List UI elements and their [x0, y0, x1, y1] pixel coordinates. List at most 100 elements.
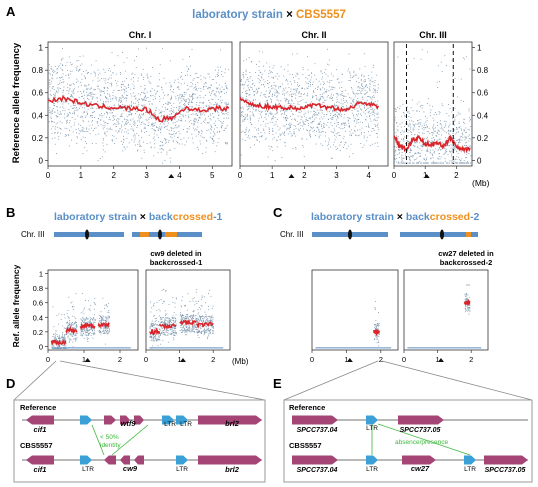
data-point [156, 302, 158, 304]
data-point [321, 103, 323, 105]
data-point [165, 102, 167, 104]
data-point [76, 69, 78, 71]
data-point [189, 86, 191, 88]
data-point [96, 96, 98, 98]
data-point [182, 327, 184, 329]
data-point [457, 128, 459, 130]
data-point [164, 319, 166, 321]
data-point [300, 93, 302, 95]
data-point [348, 156, 350, 158]
data-point [197, 126, 199, 128]
data-point [62, 110, 64, 111]
data-point [64, 113, 65, 115]
data-point [242, 130, 244, 132]
data-point [282, 90, 284, 92]
data-point [312, 90, 314, 92]
data-point [271, 94, 273, 96]
data-point [64, 110, 66, 112]
data-point [140, 129, 142, 131]
data-point [224, 92, 225, 94]
data-point [372, 96, 373, 98]
data-point [64, 117, 65, 119]
data-point [165, 334, 167, 336]
data-point [151, 324, 153, 326]
data-point [68, 332, 70, 334]
data-point [113, 115, 115, 116]
data-point [183, 106, 185, 108]
data-point [193, 124, 195, 126]
data-point [367, 107, 369, 109]
data-point [279, 133, 281, 135]
data-point [244, 140, 246, 141]
data-point [361, 88, 363, 90]
data-point [209, 118, 211, 119]
data-point [113, 117, 115, 119]
data-point [146, 91, 148, 93]
data-point [426, 120, 428, 122]
data-point [123, 104, 125, 106]
data-point [93, 318, 95, 320]
data-point [240, 112, 242, 114]
data-point [179, 102, 181, 104]
data-point [373, 102, 375, 104]
data-point [159, 315, 161, 317]
data-point [440, 142, 442, 144]
data-point [398, 149, 400, 151]
data-point [88, 334, 90, 336]
data-point [215, 87, 217, 89]
data-point [217, 72, 219, 74]
data-point [57, 138, 59, 140]
data-point [191, 316, 193, 318]
data-point [181, 313, 183, 315]
data-point [51, 110, 53, 112]
data-point [49, 107, 51, 109]
data-point [108, 68, 110, 70]
data-point [444, 152, 446, 154]
data-point [438, 130, 440, 132]
data-point [161, 321, 163, 323]
data-point [142, 104, 144, 106]
data-point [216, 103, 218, 105]
data-point [375, 103, 377, 105]
data-point [429, 111, 431, 113]
data-point [429, 149, 431, 151]
data-point [245, 130, 247, 132]
data-point [75, 293, 77, 295]
data-point [92, 112, 93, 114]
data-point [107, 88, 109, 90]
data-point [133, 102, 134, 104]
data-point [242, 83, 244, 85]
data-point [171, 117, 173, 119]
data-point [324, 108, 326, 110]
data-point [166, 151, 168, 153]
data-point [66, 119, 68, 121]
data-point [267, 83, 268, 84]
data-point [430, 162, 432, 164]
data-point [63, 339, 65, 341]
data-point [253, 108, 254, 110]
data-point [321, 78, 323, 80]
data-point [305, 129, 307, 131]
data-point [164, 114, 166, 116]
data-point [444, 130, 446, 132]
data-point [322, 81, 324, 83]
data-point [353, 71, 355, 73]
data-point [375, 74, 377, 76]
data-point [158, 73, 160, 74]
data-point [281, 93, 283, 95]
data-point [326, 48, 328, 50]
data-point [171, 317, 173, 319]
data-point [318, 123, 320, 124]
data-point [340, 116, 342, 118]
data-point [366, 92, 367, 94]
data-point [50, 73, 52, 75]
data-point [89, 322, 91, 324]
data-point [157, 85, 158, 87]
data-point [160, 343, 162, 345]
data-point [192, 94, 194, 96]
data-point [177, 78, 179, 80]
data-point [123, 62, 125, 64]
data-point [300, 125, 302, 126]
data-point [340, 94, 342, 96]
data-point [369, 86, 371, 88]
